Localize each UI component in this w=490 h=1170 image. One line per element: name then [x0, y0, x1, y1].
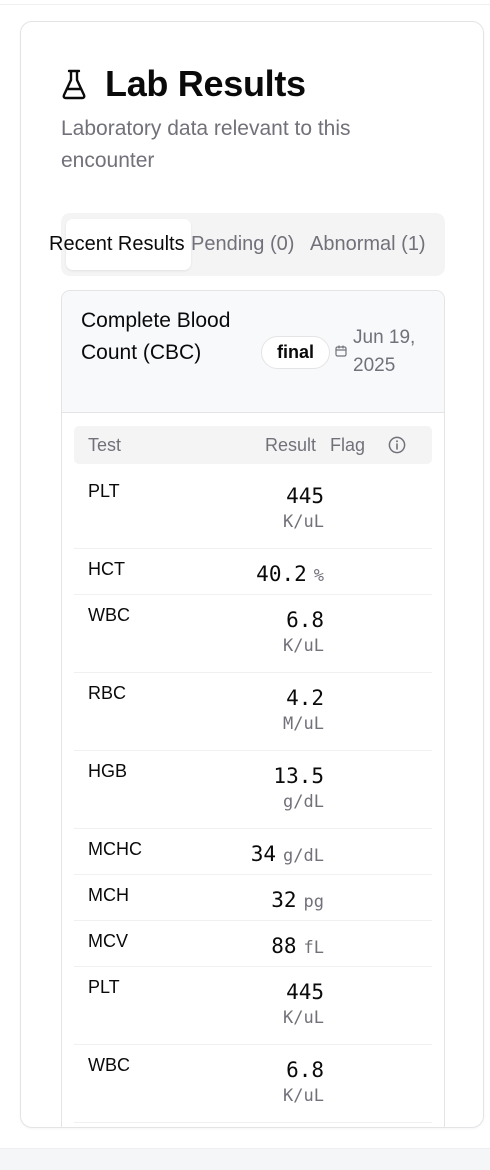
result-value: 6.8: [286, 608, 324, 632]
table-header: Test Result Flag: [74, 426, 432, 464]
card-header: Lab Results: [61, 62, 306, 106]
result-unit: g/dL: [283, 846, 324, 866]
table-row: WBC 6.8 K/uL: [74, 595, 432, 673]
table-row: PLT 445 K/uL: [74, 967, 432, 1045]
table-row: WBC 6.8 K/uL: [74, 1045, 432, 1123]
table-row: PLT 445 K/uL: [74, 471, 432, 549]
column-test: Test: [88, 435, 122, 455]
tab-recent-results[interactable]: Recent Results: [49, 233, 185, 255]
tab-pending[interactable]: Pending (0): [191, 233, 295, 255]
result-cell: 88 fL: [271, 933, 324, 959]
test-name: PLT: [88, 977, 120, 997]
table-row: HCT 40.2%: [74, 549, 432, 595]
table-row: RBC 4.2 M/uL: [74, 673, 432, 751]
result-unit: M/uL: [283, 714, 324, 734]
result-cell: 6.8 K/uL: [283, 1057, 324, 1109]
result-unit: K/uL: [283, 636, 324, 656]
test-name: RBC: [88, 683, 127, 703]
tab-abnormal[interactable]: Abnormal (1): [310, 233, 426, 255]
page-title: Lab Results: [105, 63, 306, 104]
result-cell: 34 g/dL: [251, 841, 324, 867]
test-name: WBC: [88, 1055, 130, 1075]
result-cell: 4.2 M/uL: [283, 685, 324, 737]
page-subtitle: Laboratory data relevant to this encount…: [61, 117, 351, 172]
results-table-body: PLT 445 K/uL HCT 40.2% WBC 6.8 K/uL RBC 4.…: [74, 471, 432, 1123]
column-flag: Flag: [330, 435, 366, 455]
column-result: Result: [265, 435, 317, 455]
flask-icon: [62, 69, 86, 100]
calendar-icon: [335, 345, 347, 357]
result-value: 4.2: [286, 686, 324, 710]
result-value: 88: [271, 934, 297, 958]
result-cell: 40.2%: [256, 561, 324, 587]
test-name: PLT: [88, 481, 120, 501]
table-row: HGB 13.5 g/dL: [74, 751, 432, 829]
top-divider: [0, 0, 490, 5]
result-unit: K/uL: [283, 1086, 324, 1106]
cbc-panel: Complete Blood Count (CBC) final Jun 19,…: [61, 290, 445, 1127]
lab-results-card: Lab Results Laboratory data relevant to …: [20, 21, 484, 1128]
test-name: HGB: [88, 761, 128, 781]
status-badge: final: [261, 336, 331, 369]
result-value: 445: [286, 980, 324, 1004]
page-footer-band: [0, 1148, 490, 1170]
test-name: HCT: [88, 559, 125, 579]
result-cell: 445 K/uL: [283, 979, 324, 1031]
results-tabs: Recent Results Pending (0) Abnormal (1): [49, 213, 445, 276]
panel-header: Complete Blood Count (CBC) final Jun 19,…: [62, 291, 444, 413]
result-value: 32: [271, 888, 297, 912]
result-unit: fL: [303, 938, 324, 958]
table-row: MCHC 34 g/dL: [74, 829, 432, 875]
result-value: 34: [250, 842, 277, 866]
result-value: 13.5: [273, 764, 324, 788]
test-name: MCHC: [88, 839, 142, 859]
result-unit: pg: [303, 892, 324, 912]
table-row: MCV 88 fL: [74, 921, 432, 967]
active-tab-indicator: [66, 219, 191, 270]
result-cell: 13.5 g/dL: [273, 763, 324, 815]
result-unit: K/uL: [283, 512, 324, 532]
result-cell: 6.8 K/uL: [283, 607, 324, 659]
result-value: 445: [286, 484, 324, 508]
result-unit: K/uL: [283, 1008, 324, 1028]
panel-date: Jun 19, 2025: [353, 327, 416, 376]
result-cell: 445 K/uL: [283, 483, 324, 535]
result-cell: 32 pg: [271, 887, 324, 913]
result-value: 6.8: [286, 1058, 324, 1082]
info-icon[interactable]: [388, 436, 406, 454]
table-row: MCH 32 pg: [74, 875, 432, 921]
result-value: 40.2: [256, 562, 307, 586]
test-name: MCV: [88, 931, 128, 951]
panel-title: Complete Blood Count (CBC): [81, 309, 231, 364]
test-name: WBC: [88, 605, 130, 625]
test-name: MCH: [88, 885, 129, 905]
result-unit: %: [313, 566, 324, 586]
result-unit: g/dL: [283, 792, 324, 812]
